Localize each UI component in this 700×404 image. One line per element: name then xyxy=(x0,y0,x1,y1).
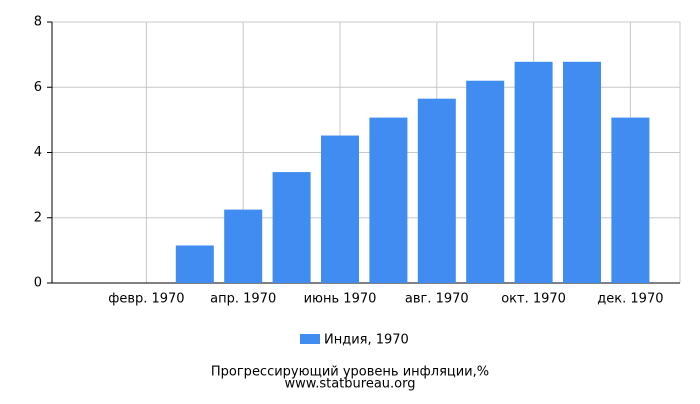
bar xyxy=(321,135,359,283)
chart-subtitle: www.statbureau.org xyxy=(285,377,416,392)
bar xyxy=(369,117,408,283)
x-tick-label: окт. 1970 xyxy=(501,292,566,307)
bar xyxy=(466,80,505,283)
bar xyxy=(417,98,456,283)
chart-title: Прогрессирующий уровень инфляции,% xyxy=(211,365,489,380)
x-tick-label: дек. 1970 xyxy=(597,292,663,307)
x-tick-label: февр. 1970 xyxy=(108,292,184,307)
x-tick-label: апр. 1970 xyxy=(210,292,276,307)
bar xyxy=(611,117,650,283)
bar xyxy=(224,209,263,283)
x-tick-label: июнь 1970 xyxy=(304,292,377,307)
x-tick-label: авг. 1970 xyxy=(405,292,469,307)
legend-label: Индия, 1970 xyxy=(324,333,409,348)
y-tick-label: 8 xyxy=(34,15,42,30)
y-tick-label: 6 xyxy=(34,80,42,95)
bar xyxy=(514,61,553,283)
y-tick-label: 2 xyxy=(34,210,42,225)
bar xyxy=(563,61,601,283)
bar xyxy=(175,245,214,283)
y-tick-label: 0 xyxy=(34,276,42,291)
y-tick-label: 4 xyxy=(34,145,42,160)
legend-swatch xyxy=(300,334,320,344)
bar xyxy=(272,172,311,283)
